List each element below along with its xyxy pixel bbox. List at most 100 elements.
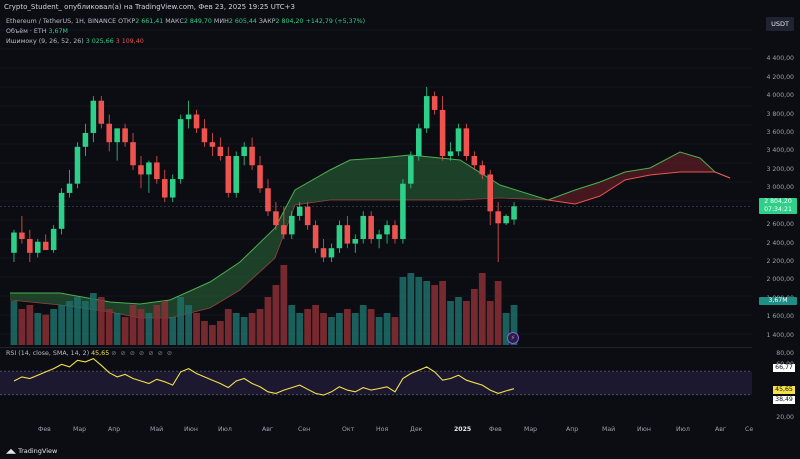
price-axis-label: 3 800,00 <box>766 110 794 118</box>
volume-bar <box>399 277 407 345</box>
candle-body <box>74 146 81 184</box>
price-axis-label: 2 200,00 <box>766 258 794 266</box>
candle-body <box>281 225 287 235</box>
time-axis-label: Се <box>745 426 754 433</box>
price-axis-label: 2 000,00 <box>766 276 794 284</box>
volume-bar <box>224 309 232 345</box>
change-value: +142,79 (+5,37%) <box>305 18 366 25</box>
candle-body <box>138 165 144 175</box>
rsi-current-tag: 45,65 <box>773 386 795 394</box>
volume-bar <box>209 325 216 345</box>
candle-body <box>392 225 398 239</box>
price-axis-label: 4 000,00 <box>766 92 794 100</box>
tradingview-icon: ◢◣ <box>6 447 16 455</box>
candle-body <box>42 241 49 251</box>
time-axis-label: Июн <box>184 426 198 433</box>
volume-bar <box>185 305 192 345</box>
price-axis-label: 3 000,00 <box>766 184 794 192</box>
candle-body <box>257 165 263 189</box>
lightning-icon[interactable]: ⚡ <box>507 332 519 344</box>
price-axis-label: 4 400,00 <box>766 55 794 63</box>
volume-bar <box>66 301 73 345</box>
candle-body <box>201 128 208 143</box>
price-axis-label: 2 600,00 <box>766 221 794 229</box>
volume-bar <box>288 305 296 345</box>
tradingview-logo[interactable]: ◢◣ TradingView <box>6 447 57 455</box>
candle-body <box>289 215 295 235</box>
candle-body <box>82 132 89 147</box>
time-axis-label: Авг <box>715 426 727 433</box>
candle-body <box>368 215 374 239</box>
volume-bar <box>351 313 359 345</box>
price-axis-label: 4 200,00 <box>766 73 794 81</box>
volume-bar <box>447 301 454 345</box>
volume-bar <box>478 273 486 345</box>
candle-body <box>209 142 216 147</box>
rsi-line <box>13 357 515 396</box>
volume-bar <box>248 313 256 345</box>
volume-bar <box>383 313 391 345</box>
time-axis-label: 2025 <box>454 426 472 433</box>
ichimoku-value-1: 3 025,66 <box>85 38 114 45</box>
future-span-a <box>547 151 731 201</box>
rsi-label: RSI (14, close, SMA, 14, 2) <box>6 350 90 357</box>
candle-body <box>169 179 176 198</box>
volume-bar <box>50 309 58 345</box>
time-axis-label: Фев <box>489 426 502 433</box>
time-axis-label: Июл <box>676 426 690 433</box>
ichimoku-label: Ишимоку (9, 26, 52, 26) <box>6 38 84 45</box>
time-axis-label: Май <box>602 426 616 433</box>
pane-divider[interactable] <box>0 347 752 348</box>
price-axis-label: 3 400,00 <box>766 147 794 155</box>
close-label: ЗАКР <box>258 18 276 25</box>
candle-body <box>114 128 120 143</box>
time-axis-label: Апр <box>566 426 579 433</box>
time-axis-label: Мар <box>73 426 87 433</box>
candle-body <box>376 234 382 239</box>
candle-body <box>233 156 239 193</box>
candle-body <box>360 215 366 239</box>
volume-bar <box>121 317 129 345</box>
ichimoku-cloud <box>10 155 548 318</box>
volume-bar <box>169 317 177 345</box>
open-value: 2 661,41 <box>135 18 164 25</box>
candle-body <box>344 225 351 244</box>
time-axis-label: Фев <box>38 426 51 433</box>
high-value: 2 849,70 <box>183 18 212 25</box>
volume-bar <box>113 313 121 345</box>
candle-body <box>431 96 438 110</box>
volume-bar <box>312 305 319 345</box>
volume-bar <box>415 277 423 345</box>
candle-body <box>35 241 41 253</box>
volume-legend[interactable]: Объём · ETH 3,67M <box>6 27 68 37</box>
symbol-legend[interactable]: Ethereum / TetherUS, 1Н, BINANCE ОТКР2 6… <box>6 17 365 27</box>
volume-bar <box>177 297 185 345</box>
rsi-legend[interactable]: RSI (14, close, SMA, 14, 2) 45,65 ⊘ ⊘ ⊘ … <box>6 350 173 357</box>
volume-bar <box>74 297 81 345</box>
candle-body <box>241 146 247 157</box>
last-price-tag: 2 804,20 07:34:21 <box>759 198 797 214</box>
price-axis[interactable]: 4 400,00 4 200,00 4 000,00 3 800,00 3 600,00… <box>752 0 800 345</box>
candle-body <box>320 248 327 258</box>
volume-bar <box>367 309 375 345</box>
candle-body <box>122 128 128 143</box>
candle-body <box>249 146 255 166</box>
candle-body <box>225 156 232 193</box>
candle-body <box>423 96 430 129</box>
volume-bar <box>240 317 248 345</box>
volume-bar <box>375 317 383 345</box>
candle-body <box>98 100 105 124</box>
volume-bar <box>129 305 137 345</box>
rsi-settings-icons[interactable]: ⊘ ⊘ ⊘ ⊘ ⊘ ⊘ ⊘ <box>111 350 174 357</box>
volume-bar <box>42 314 50 345</box>
high-label: МАКС <box>165 18 184 25</box>
ichimoku-legend[interactable]: Ишимоку (9, 26, 52, 26) 3 025,66 3 109,4… <box>6 37 144 47</box>
time-axis-label: Дек <box>410 426 423 433</box>
candle-body <box>352 238 359 244</box>
volume-bar <box>153 305 161 345</box>
currency-button[interactable]: USDT <box>766 17 794 31</box>
future-cloud <box>548 152 730 204</box>
candle-body <box>463 128 470 157</box>
time-axis-label: Июл <box>218 426 232 433</box>
